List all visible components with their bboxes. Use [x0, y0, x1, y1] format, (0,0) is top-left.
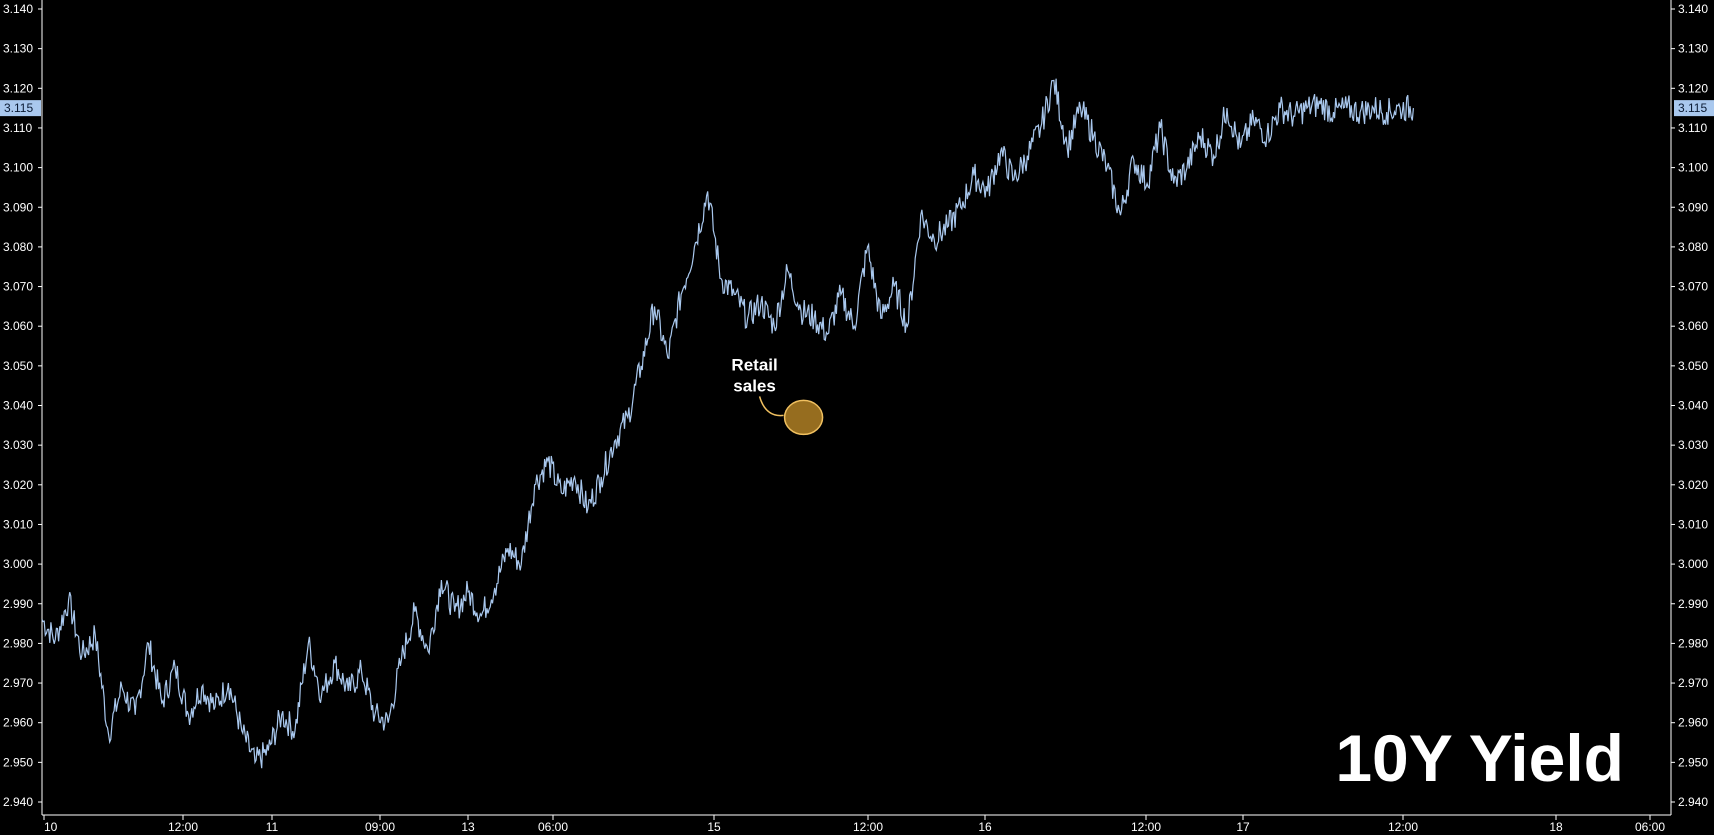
y-tick-label-left: 3.130	[3, 42, 33, 56]
x-tick-label: 12:00	[1388, 820, 1418, 834]
annotation-label-line2: sales	[733, 376, 776, 395]
y-tick-label-left: 3.140	[3, 2, 33, 16]
x-tick-label: 11	[266, 820, 279, 834]
y-tick-label-left: 2.960	[3, 716, 33, 730]
y-tick-label-right: 3.050	[1678, 359, 1708, 373]
x-tick-label: 12:00	[1131, 820, 1161, 834]
x-tick-label: 10	[44, 820, 58, 834]
y-tick-label-right: 3.070	[1678, 280, 1708, 294]
y-tick-label-right: 2.940	[1678, 795, 1708, 809]
y-tick-label-left: 2.940	[3, 795, 33, 809]
y-tick-label-left: 3.020	[3, 478, 33, 492]
annotation-marker	[783, 399, 824, 436]
y-tick-label-right: 2.980	[1678, 636, 1708, 650]
y-tick-label-right: 3.060	[1678, 319, 1708, 333]
y-tick-label-left: 3.080	[3, 240, 33, 254]
annotation-label-line1: Retail	[731, 355, 777, 374]
y-tick-label-right: 3.110	[1678, 121, 1707, 135]
y-tick-label-right: 2.960	[1678, 716, 1708, 730]
last-value-tag-left	[0, 100, 41, 117]
y-tick-label-left: 3.110	[3, 121, 32, 135]
y-tick-label-left: 3.050	[3, 359, 33, 373]
last-value-label-left: 3.115	[4, 101, 33, 115]
y-axis-right: 3.140 3.130 3.120 3.110 3.100 3.090 3.080 3.070…	[1670, 0, 1708, 815]
x-tick-label: 17	[1236, 820, 1250, 834]
y-tick-label-right: 2.950	[1678, 755, 1708, 769]
last-value-tags: 3.115 3.115	[0, 100, 1714, 117]
chart-title: 10Y Yield	[1335, 721, 1624, 795]
y-tick-label-left: 3.120	[3, 81, 33, 95]
series-layer	[41, 78, 1414, 769]
y-tick-label-left: 3.000	[3, 557, 33, 571]
x-axis: 10 12:00 11 09:00 13 06:00 15 12:00 16 12:00 17 12:…	[42, 814, 1671, 834]
y-tick-label-right: 3.030	[1678, 438, 1708, 452]
annotation-layer: Retail sales	[731, 355, 824, 436]
annotation-connector	[758, 396, 784, 417]
y-tick-label-left: 3.090	[3, 200, 33, 214]
series-line	[41, 78, 1414, 769]
y-tick-label-left: 2.980	[3, 636, 33, 650]
y-tick-label-right: 3.010	[1678, 517, 1708, 531]
y-tick-label-right: 3.130	[1678, 42, 1708, 56]
y-tick-label-right: 3.120	[1678, 81, 1708, 95]
y-tick-label-right: 3.090	[1678, 200, 1708, 214]
y-axis-left: 3.140 3.130 3.120 3.110 3.100 3.090 3.080 3.070…	[3, 0, 43, 815]
x-tick-label: 18	[1549, 820, 1563, 834]
x-tick-label: 06:00	[538, 820, 568, 834]
y-tick-label-right: 3.080	[1678, 240, 1708, 254]
x-tick-label: 12:00	[853, 820, 883, 834]
y-tick-label-right: 3.000	[1678, 557, 1708, 571]
x-tick-label: 12:00	[168, 820, 198, 834]
y-tick-label-left: 3.040	[3, 399, 33, 413]
y-tick-label-left: 2.950	[3, 755, 33, 769]
y-tick-label-left: 2.990	[3, 597, 33, 611]
y-tick-label-left: 3.060	[3, 319, 33, 333]
y-tick-label-right: 2.970	[1678, 676, 1708, 690]
y-tick-label-left: 3.010	[3, 517, 33, 531]
x-tick-label: 09:00	[365, 820, 395, 834]
last-value-tag-right	[1674, 100, 1714, 117]
y-tick-label-left: 3.070	[3, 280, 33, 294]
y-tick-label-right: 3.140	[1678, 2, 1708, 16]
y-tick-label-left: 3.030	[3, 438, 33, 452]
last-value-label-right: 3.115	[1678, 101, 1707, 115]
y-tick-label-left: 3.100	[3, 161, 33, 175]
y-tick-label-right: 3.020	[1678, 478, 1708, 492]
x-tick-label: 16	[978, 820, 992, 834]
y-tick-label-right: 3.100	[1678, 161, 1708, 175]
x-tick-label: 15	[707, 820, 721, 834]
x-tick-label: 06:00	[1635, 820, 1665, 834]
y-tick-label-right: 3.040	[1678, 399, 1708, 413]
y-tick-label-left: 2.970	[3, 676, 33, 690]
x-tick-label: 13	[461, 820, 475, 834]
y-tick-label-right: 2.990	[1678, 597, 1708, 611]
